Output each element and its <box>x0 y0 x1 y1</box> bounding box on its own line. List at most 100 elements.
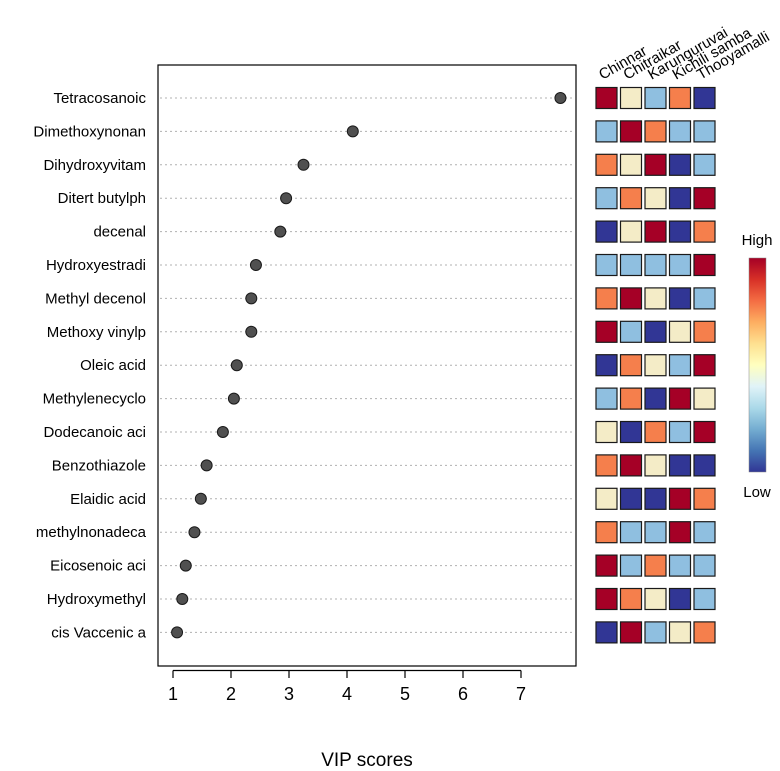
feature-label: Benzothiazole <box>52 457 146 474</box>
heatmap-cell <box>619 120 643 143</box>
vip-point <box>297 158 310 171</box>
heatmap-cell <box>693 86 716 110</box>
vip-point <box>245 325 258 338</box>
x-tick-label: 3 <box>284 684 294 704</box>
vip-point <box>554 92 567 104</box>
heatmap-cell <box>644 621 667 644</box>
heatmap-cell <box>644 120 667 143</box>
heatmap-cell <box>668 86 692 110</box>
heatmap-cell <box>595 487 618 510</box>
heatmap-cell <box>668 554 692 577</box>
heatmap-cell <box>668 420 692 444</box>
heatmap-cell <box>644 420 667 444</box>
feature-label: Ditert butylph <box>58 190 146 207</box>
feature-label: Methoxy vinylp <box>47 324 146 341</box>
heatmap-cell <box>668 587 692 611</box>
x-tick-label: 2 <box>226 684 236 704</box>
heatmap-cell <box>595 354 618 377</box>
heatmap-cell <box>693 587 716 611</box>
heatmap-cell <box>668 454 692 477</box>
heatmap-cell <box>693 287 716 310</box>
vip-point <box>227 392 240 405</box>
heatmap-cell <box>619 220 643 243</box>
vip-point <box>194 492 207 505</box>
heatmap-cell <box>595 287 618 310</box>
heatmap-cell <box>595 320 618 343</box>
heatmap-cell <box>619 454 643 477</box>
vip-point <box>274 225 287 238</box>
heatmap-cell <box>595 153 618 176</box>
heatmap-cell <box>619 387 643 410</box>
heatmap-cell <box>693 387 716 410</box>
vip-point <box>249 259 262 271</box>
heatmap-cell <box>595 387 618 410</box>
heatmap-cell <box>644 587 667 611</box>
heatmap-cell <box>595 420 618 444</box>
heatmap-cell <box>644 454 667 477</box>
vip-point <box>245 292 258 305</box>
feature-label: Dimethoxynonan <box>33 123 146 140</box>
heatmap-cell <box>619 320 643 343</box>
heatmap-cell <box>644 521 667 544</box>
heatmap-cell <box>595 187 618 210</box>
heatmap-cell <box>644 354 667 377</box>
vip-point <box>216 426 229 438</box>
vip-point <box>200 459 213 472</box>
heatmap-cell <box>619 487 643 510</box>
heatmap-cell <box>693 487 716 510</box>
heatmap-cell <box>668 153 692 176</box>
feature-label: Hydroxyestradi <box>46 257 146 274</box>
heatmap-cell <box>619 354 643 377</box>
vip-point <box>346 125 359 138</box>
heatmap-cell <box>693 354 716 377</box>
heatmap-cell <box>619 153 643 176</box>
feature-label: Tetracosanoic <box>53 90 146 107</box>
x-tick-label: 4 <box>342 684 352 704</box>
heatmap-cell <box>644 287 667 310</box>
heatmap-cell <box>619 253 643 277</box>
heatmap-cell <box>595 253 618 277</box>
heatmap-cell <box>693 521 716 544</box>
heatmap-cell <box>644 220 667 243</box>
heatmap-cell <box>693 454 716 477</box>
heatmap-cell <box>619 521 643 544</box>
x-tick-label: 5 <box>400 684 410 704</box>
heatmap-cell <box>693 120 716 143</box>
heatmap-cell <box>668 187 692 210</box>
heatmap-cell <box>693 554 716 577</box>
x-tick-label: 6 <box>458 684 468 704</box>
heatmap-cell <box>595 521 618 544</box>
feature-label: Oleic acid <box>80 357 146 374</box>
feature-label: Dodecanoic aci <box>43 424 146 441</box>
heatmap-cell <box>693 187 716 210</box>
heatmap-cell <box>619 554 643 577</box>
heatmap-cell <box>595 86 618 110</box>
x-axis-title: VIP scores <box>321 750 413 771</box>
x-axis: 1 2 3 4 5 6 7 <box>168 669 526 704</box>
grid-lines <box>160 97 574 633</box>
heatmap-cell <box>619 587 643 611</box>
vip-points <box>171 92 567 639</box>
heatmap-cell <box>644 387 667 410</box>
heatmap-cell <box>595 454 618 477</box>
feature-label: methylnonadeca <box>36 524 147 541</box>
heatmap-cell <box>619 187 643 210</box>
feature-label: Methyl decenol <box>45 290 146 307</box>
heatmap-cell <box>644 554 667 577</box>
heatmap-cell <box>668 354 692 377</box>
feature-label: decenal <box>93 224 146 241</box>
feature-label: Elaidic acid <box>70 491 146 508</box>
legend-low-label: Low <box>743 484 771 501</box>
heatmap-cell <box>668 120 692 143</box>
feature-label: Dihydroxyvitam <box>43 157 146 174</box>
heatmap-cell <box>668 320 692 343</box>
heatmap <box>595 86 716 644</box>
heatmap-cell <box>668 487 692 510</box>
heatmap-cell <box>644 86 667 110</box>
heatmap-cell <box>595 621 618 644</box>
vip-point <box>179 559 192 572</box>
heatmap-cell <box>595 554 618 577</box>
heatmap-cell <box>644 187 667 210</box>
